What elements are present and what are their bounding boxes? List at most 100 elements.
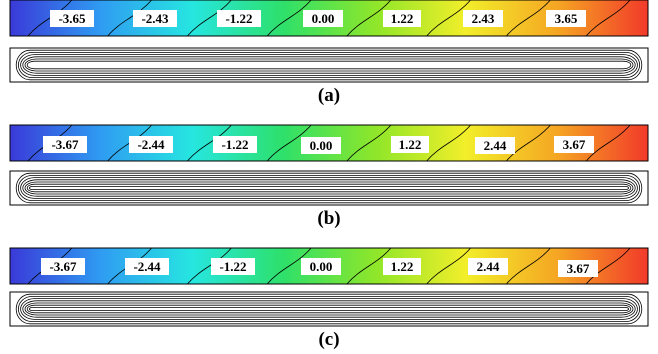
streamline [24,181,634,195]
isotherm-line [266,247,312,285]
contour-label: 0.00 [303,10,343,27]
contour-label: -2.44 [129,136,173,153]
isotherm-line [27,0,73,37]
streamline-frame [9,291,649,327]
streamline-frame [9,47,649,83]
contour-label-text: 3.65 [555,11,578,26]
isotherm-line [585,124,631,162]
contour-label: 1.22 [391,136,429,153]
temperature-contour-map: -3.67 -2.44 -1.22 0.00 1.22 2.44 3.67 [9,247,649,285]
isotherm-line [426,124,471,162]
streamline [28,306,630,311]
panel-label: (a) [318,85,340,106]
contour-label: -3.65 [50,10,94,27]
streamline [22,300,636,318]
contour-label-text: -2.44 [133,259,161,274]
contour-label: 3.65 [546,10,586,27]
isotherm-line [585,0,631,37]
contour-label: 3.67 [558,260,598,277]
streamline [28,185,630,190]
isotherm-lines [27,247,631,285]
contour-label-text: 3.67 [563,137,586,152]
panel-label: (c) [318,329,339,350]
isotherm-line [506,247,551,285]
streamline [26,304,632,314]
streamline [26,183,632,193]
contour-label-text: -1.22 [219,259,246,274]
isotherm-line [346,0,392,37]
isotherm-line [187,247,232,285]
temperature-contour-map: -3.67 -2.44 -1.22 0.00 1.22 2.44 3.67 [9,124,649,162]
contour-label-text: 2.43 [472,11,495,26]
contour-label-text: 1.22 [391,11,414,26]
streamline [17,174,641,201]
streamline-frame [9,170,649,206]
contour-label-text: 1.22 [391,259,414,274]
panel-b: -3.67 -2.44 -1.22 0.00 1.22 2.44 3.67 (b… [9,124,649,229]
streamline [15,172,643,204]
contour-label: -1.22 [217,10,261,27]
streamline [20,177,638,199]
isotherm-line [187,0,232,37]
contour-labels: -3.65 -2.43 -1.22 0.00 1.22 2.43 3.65 [50,10,586,27]
streamline [24,302,634,316]
contour-label: 0.00 [301,258,341,275]
streamline [15,293,643,325]
contour-label: -2.44 [125,258,169,275]
streamline-plot [9,291,649,327]
contour-label: 1.22 [383,258,421,275]
contour-label: -1.22 [211,258,255,275]
panel-a: -3.65 -2.43 -1.22 0.00 1.22 2.43 3.65 (a… [9,0,649,106]
streamline [22,179,636,197]
isotherm-line [346,124,392,162]
contour-label-text: -3.65 [58,11,86,26]
contour-label-text: -2.43 [141,11,169,26]
contour-label: 0.00 [301,137,341,154]
isotherm-line [506,0,551,37]
contour-label: -3.67 [41,258,85,275]
isotherm-line [585,247,631,285]
contour-label-text: 3.67 [567,261,590,276]
isotherm-line [426,0,471,37]
contour-label-text: 2.44 [484,138,507,153]
contour-label-text: -2.44 [137,137,165,152]
streamline [15,49,643,81]
panel-c: -3.67 -2.44 -1.22 0.00 1.22 2.44 3.67 (c… [9,247,649,350]
streamline [17,295,641,322]
isotherm-line [187,124,232,162]
contour-label: -2.43 [133,10,177,27]
temperature-contour-map: -3.65 -2.43 -1.22 0.00 1.22 2.43 3.65 [9,0,649,37]
streamline [20,54,638,76]
contour-labels: -3.67 -2.44 -1.22 0.00 1.22 2.44 3.67 [41,258,598,277]
contour-label-text: -3.67 [51,137,79,152]
isotherm-line [426,247,471,285]
streamline [24,58,634,72]
contour-label: -1.22 [213,136,257,153]
contour-label-text: -1.22 [225,11,252,26]
streamline [17,52,641,79]
streamline [26,60,632,70]
contour-label: 2.43 [463,10,503,27]
contour-label-text: 0.00 [310,259,333,274]
contour-label-text: 1.22 [399,137,422,152]
contour-label-text: 0.00 [310,138,333,153]
panel-label: (b) [317,208,340,229]
contour-label-text: -1.22 [221,137,248,152]
streamline [20,298,638,320]
contour-label-text: 0.00 [312,11,335,26]
isotherm-line [266,0,312,37]
contour-label: 3.67 [554,136,594,153]
contour-label: -3.67 [43,136,87,153]
streamline-plot [9,170,649,206]
streamline [22,56,636,74]
isotherm-line [346,247,392,285]
isotherm-line [266,124,312,162]
contour-label: 2.44 [475,137,515,154]
contour-label: 2.44 [468,258,508,275]
contour-label-text: 2.44 [477,259,500,274]
isotherm-line [506,124,551,162]
isotherm-line [107,0,152,37]
contour-label-text: -3.67 [49,259,77,274]
streamline-plot [9,47,649,83]
